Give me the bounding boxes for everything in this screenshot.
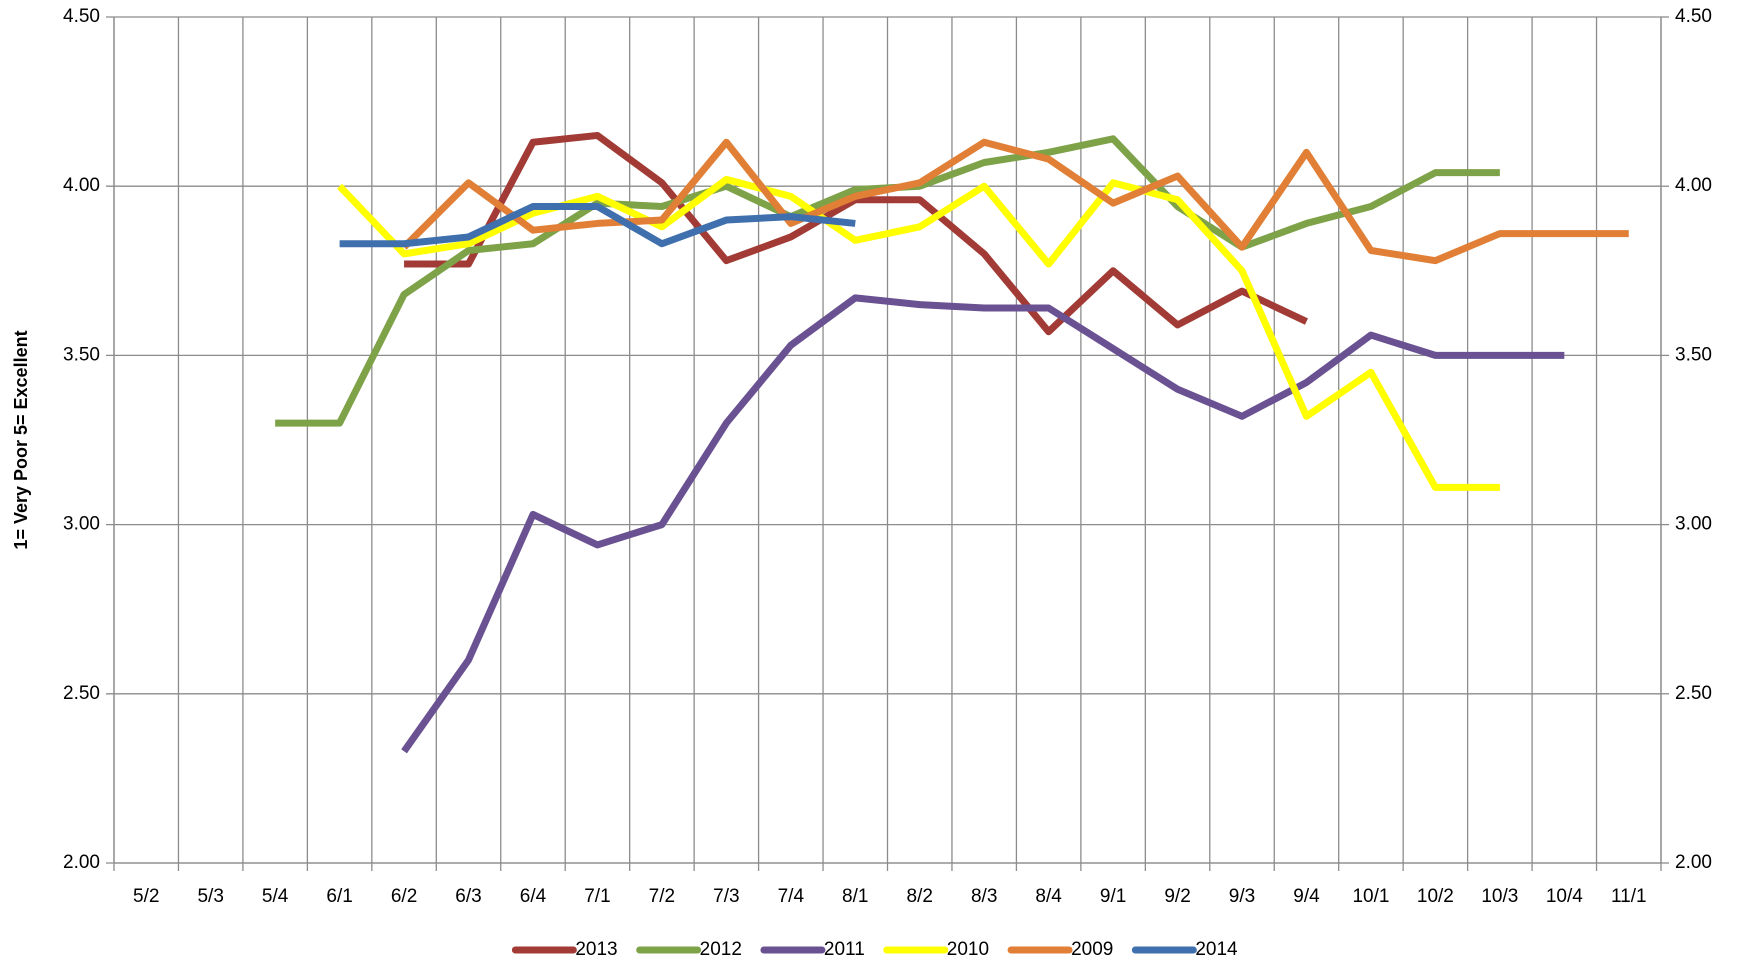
y-tick-label: 4.00 <box>63 175 100 196</box>
series-line <box>404 131 1308 336</box>
x-tick-label: 7/3 <box>713 886 739 907</box>
x-tick-label: 8/3 <box>971 886 997 907</box>
x-tick-label: 9/4 <box>1293 886 1320 907</box>
y-tick-label: 2.50 <box>63 683 100 704</box>
x-tick-label: 7/2 <box>649 886 675 907</box>
y-tick-label: 3.00 <box>63 514 100 535</box>
x-tick-label: 5/2 <box>133 886 159 907</box>
y2-tick-label: 2.50 <box>1675 683 1712 704</box>
y-tick-label: 4.50 <box>63 6 100 27</box>
x-tick-label: 9/3 <box>1229 886 1255 907</box>
x-tick-label: 6/3 <box>455 886 481 907</box>
y2-tick-label: 3.50 <box>1675 344 1712 365</box>
x-tick-label: 7/4 <box>778 886 805 907</box>
legend-label: 2011 <box>824 939 865 960</box>
x-tick-label: 9/1 <box>1100 886 1126 907</box>
x-tick-label: 10/2 <box>1417 886 1454 907</box>
x-tick-label: 6/2 <box>391 886 417 907</box>
y-axis-label: 1= Very Poor 5= Excellent <box>11 330 31 549</box>
series-line <box>337 175 1500 491</box>
x-tick-label: 5/4 <box>262 886 289 907</box>
series-line <box>401 294 1565 754</box>
y2-tick-label: 4.00 <box>1675 175 1712 196</box>
y-tick-label: 2.00 <box>63 852 100 873</box>
y2-tick-label: 3.00 <box>1675 514 1712 535</box>
series-line <box>339 203 856 248</box>
legend-label: 2013 <box>575 939 617 960</box>
x-tick-label: 9/2 <box>1164 886 1190 907</box>
x-tick-label: 8/4 <box>1035 886 1062 907</box>
x-tick-label: 8/2 <box>907 886 933 907</box>
y2-tick-label: 2.00 <box>1675 852 1712 873</box>
x-tick-label: 10/4 <box>1546 886 1583 907</box>
x-tick-label: 6/4 <box>520 886 547 907</box>
x-tick-label: 10/1 <box>1352 886 1389 907</box>
x-tick-label: 8/1 <box>842 886 868 907</box>
x-tick-label: 6/1 <box>326 886 352 907</box>
legend-label: 2009 <box>1071 939 1113 960</box>
x-tick-label: 5/3 <box>197 886 223 907</box>
legend-label: 2012 <box>700 939 742 960</box>
x-tick-label: 7/1 <box>584 886 610 907</box>
x-tick-label: 11/1 <box>1611 886 1647 907</box>
y2-tick-label: 4.50 <box>1675 6 1712 27</box>
x-tick-label: 10/3 <box>1481 886 1518 907</box>
y-tick-label: 3.50 <box>63 344 100 365</box>
legend-label: 2014 <box>1195 939 1238 960</box>
series-line <box>401 138 1629 265</box>
legend-label: 2010 <box>947 939 989 960</box>
